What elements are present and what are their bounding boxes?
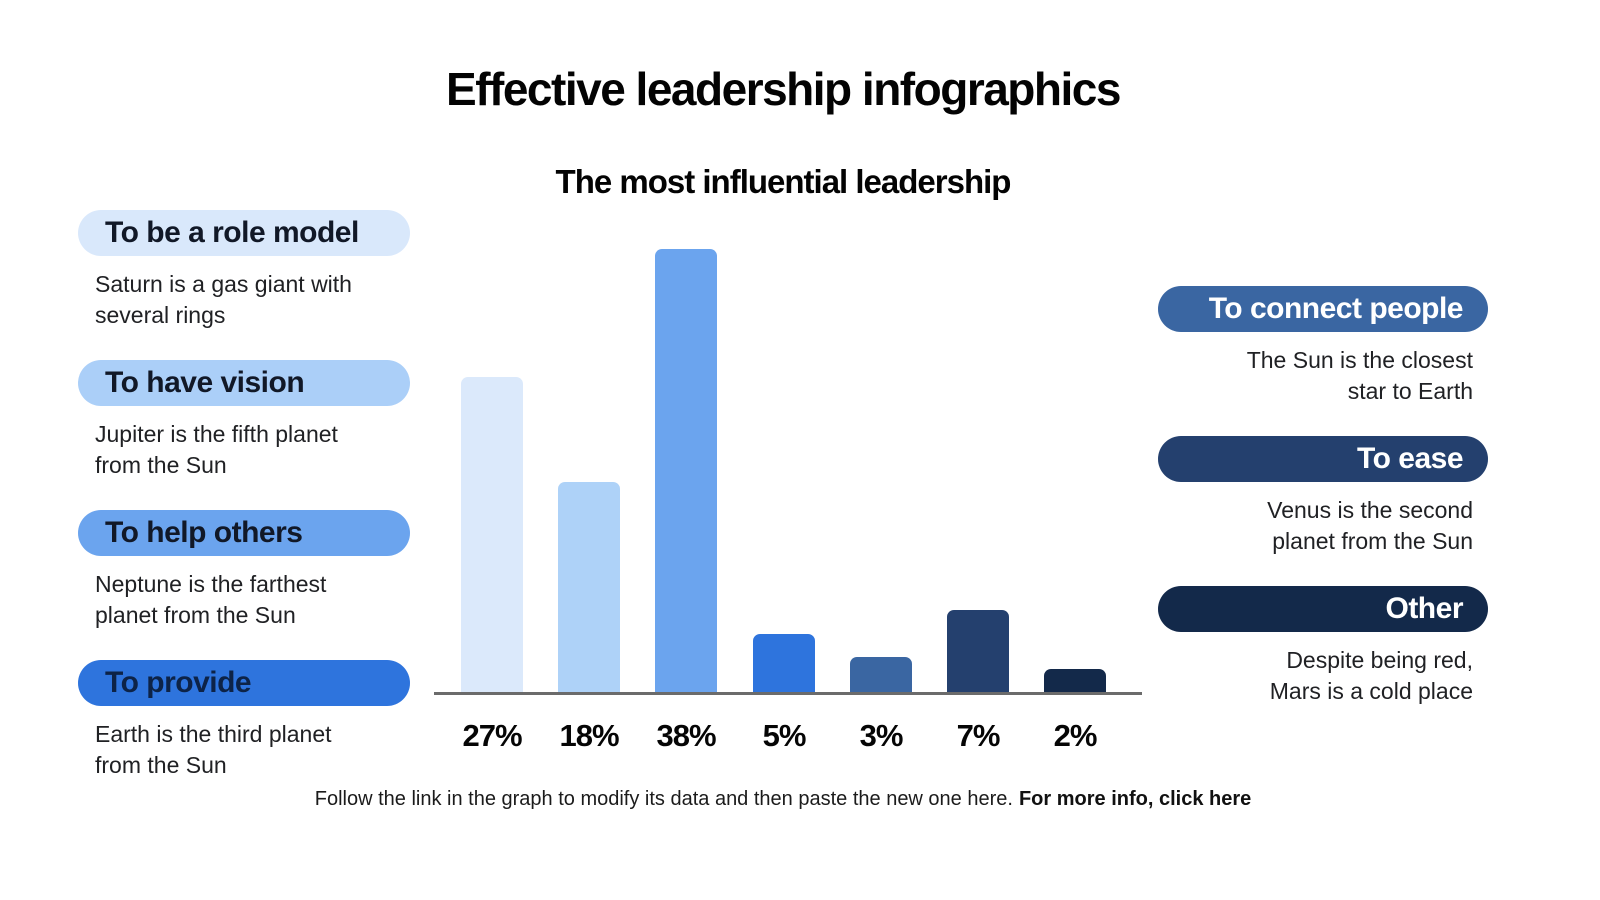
page-title: Effective leadership infographics: [446, 63, 1121, 115]
footer-more-info-link[interactable]: For more info, click here: [1018, 788, 1252, 810]
category-pill: To help others: [78, 510, 410, 556]
bar-value-label: 2%: [1053, 718, 1098, 753]
category-description: Despite being red, Mars is a cold place: [1269, 647, 1473, 704]
category-pill: Other: [1158, 586, 1488, 632]
category-item-other: Other Despite being red, Mars is a cold …: [1158, 586, 1488, 707]
category-description: Jupiter is the fifth planet from the Sun: [95, 421, 338, 478]
category-pill: To connect people: [1158, 286, 1488, 332]
category-pill: To provide: [78, 660, 410, 706]
bar-chart: 27% 18% 38% 5% 3% 7% 2%: [430, 240, 1142, 753]
bar-value-label: 27%: [462, 718, 522, 753]
footer-instruction-text: Follow the link in the graph to modify i…: [314, 788, 1013, 810]
chart-bar: [558, 482, 620, 692]
chart-bar: [947, 610, 1009, 692]
category-item-vision: To have vision Jupiter is the fifth plan…: [78, 360, 410, 481]
chart-bar: [461, 377, 523, 692]
category-item-provide: To provide Earth is the third planet fro…: [78, 660, 410, 781]
x-axis-line: [434, 692, 1142, 695]
category-pill: To ease: [1158, 436, 1488, 482]
chart-bar: [753, 634, 815, 692]
category-description: Neptune is the farthest planet from the …: [95, 571, 327, 628]
category-item-role-model: To be a role model Saturn is a gas giant…: [78, 210, 410, 331]
bar-value-label: 18%: [559, 718, 619, 753]
category-item-help-others: To help others Neptune is the farthest p…: [78, 510, 410, 631]
footer-note: Follow the link in the graph to modify i…: [0, 788, 1566, 811]
chart-title: The most influential leadership: [555, 163, 1012, 200]
category-description: Venus is the second planet from the Sun: [1267, 497, 1473, 554]
bar-value-label: 5%: [762, 718, 807, 753]
chart-bar: [655, 249, 717, 692]
category-item-ease: To ease Venus is the second planet from …: [1158, 436, 1488, 557]
category-pill: To be a role model: [78, 210, 410, 256]
category-description: Earth is the third planet from the Sun: [95, 721, 332, 778]
category-description: Saturn is a gas giant with several rings: [95, 271, 352, 328]
bar-value-label: 7%: [956, 718, 1001, 753]
bar-value-label: 3%: [859, 718, 904, 753]
category-description: The Sun is the closest star to Earth: [1246, 347, 1473, 404]
chart-bar: [1044, 669, 1106, 692]
chart-bar: [850, 657, 912, 692]
category-item-connect-people: To connect people The Sun is the closest…: [1158, 286, 1488, 407]
category-pill: To have vision: [78, 360, 410, 406]
bar-value-label: 38%: [656, 718, 716, 753]
